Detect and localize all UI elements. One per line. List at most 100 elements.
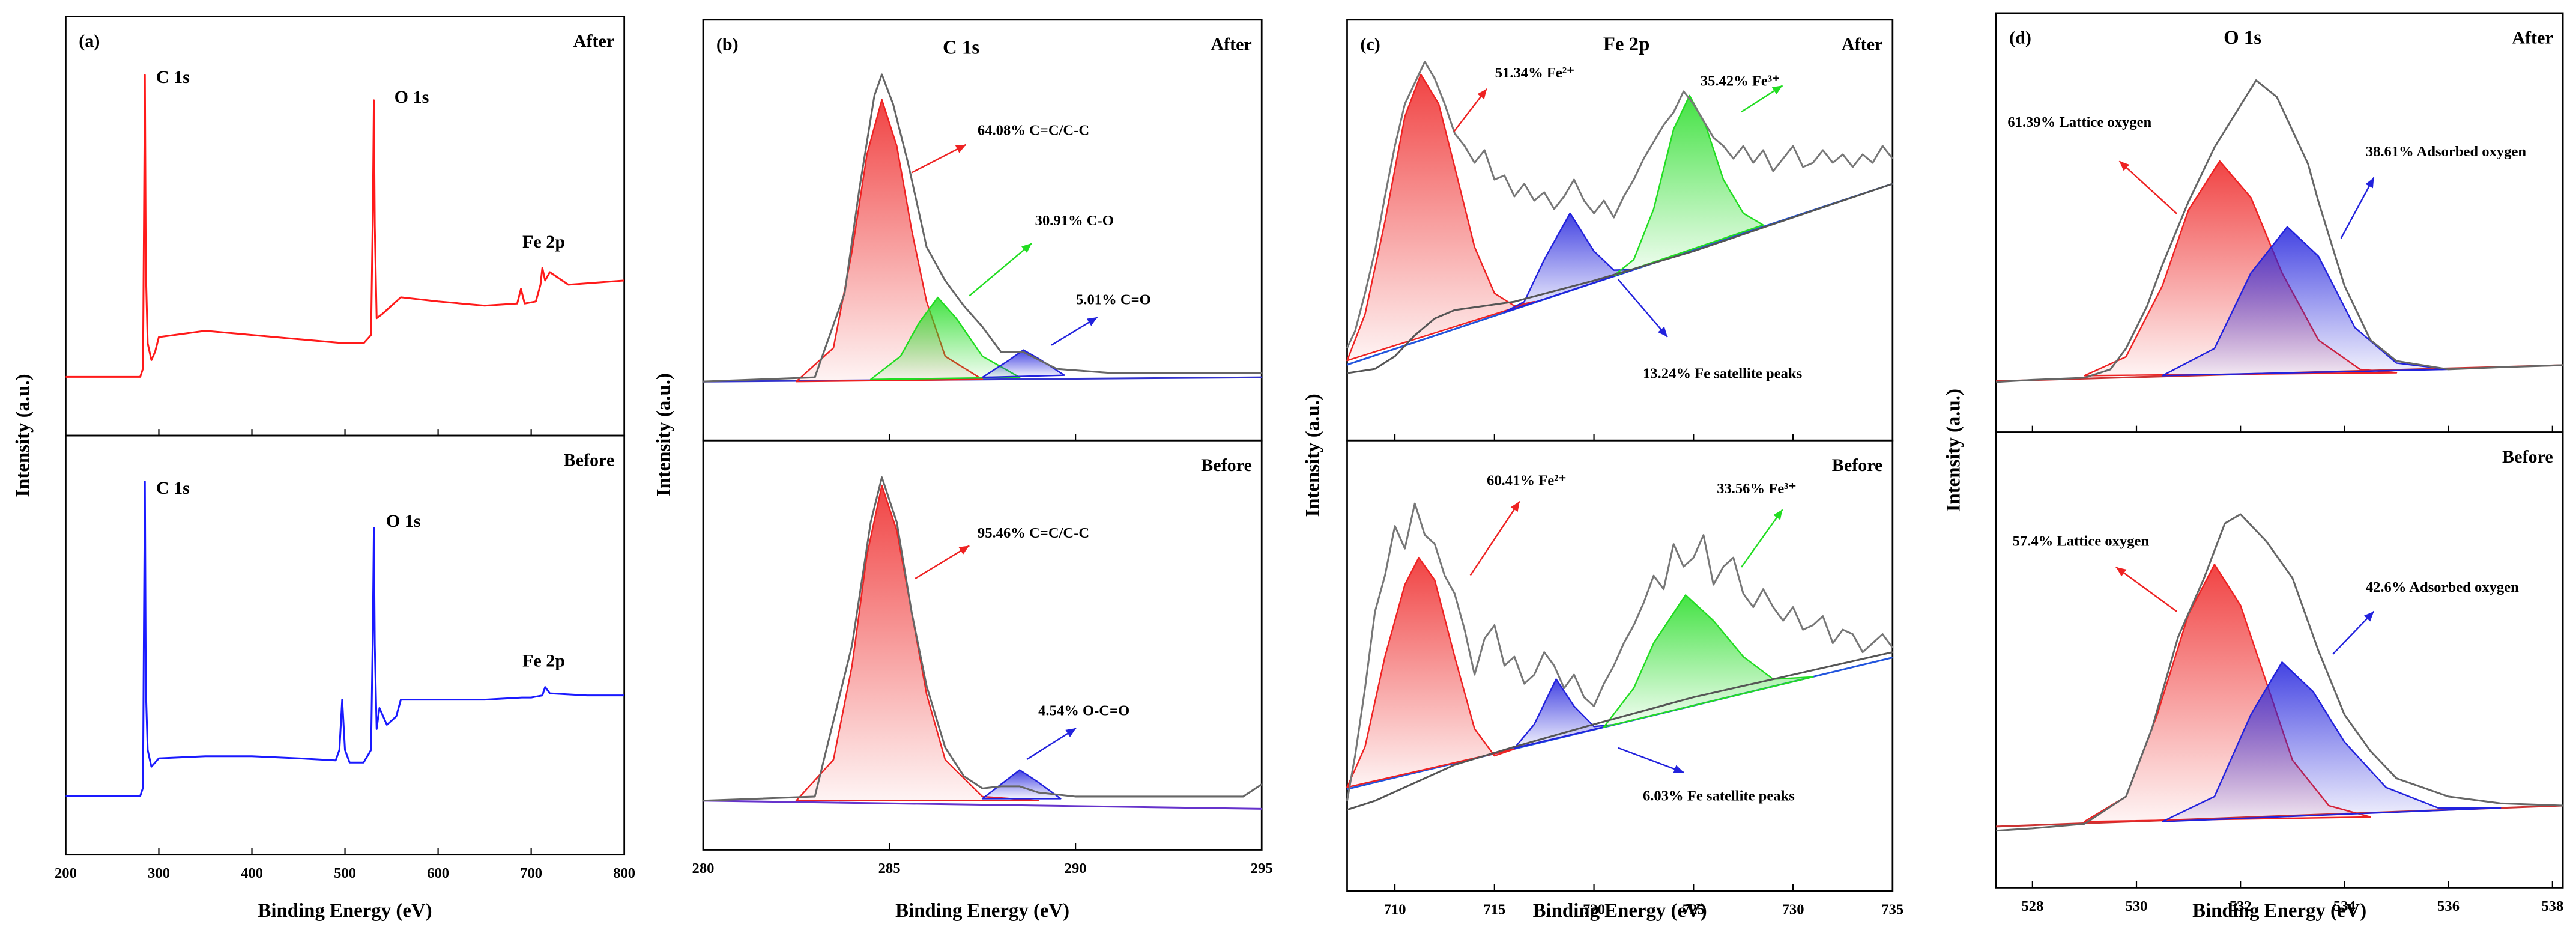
annotation: 30.91% C-O [1035, 213, 1114, 229]
annotation-arrow [1469, 500, 1520, 576]
annotation: 57.4% Lattice oxygen [2013, 533, 2150, 550]
annotation: 5.01% C=O [1076, 291, 1151, 308]
arrow-head [958, 545, 970, 555]
spectrum-line [703, 73, 1262, 383]
subplot-label: After [2512, 28, 2553, 48]
arrow-head [1773, 509, 1783, 520]
annotation: 6.03% Fe satellite peaks [1643, 788, 1795, 804]
x-tick-label: 290 [1065, 860, 1087, 877]
subplot-label: Before [564, 450, 615, 470]
x-tick-label: 538 [2541, 898, 2563, 914]
peak-area [981, 349, 1065, 378]
x-tick-label: 534 [2333, 898, 2356, 914]
panel-label: (b) [716, 34, 739, 55]
x-tick-label: 528 [2021, 898, 2043, 914]
arrow-head [955, 144, 966, 153]
x-tick-label: 800 [613, 865, 635, 881]
subplot-label: Before [1832, 455, 1883, 475]
subplot-frame [65, 434, 626, 856]
peak-area [1504, 212, 1635, 313]
annotation-arrow [1618, 747, 1684, 774]
y-axis-label: Intensity (a.u.) [653, 373, 675, 496]
annotation-arrow [911, 144, 967, 174]
annotation: 60.41% Fe²⁺ [1487, 472, 1566, 488]
y-axis-label: Intensity (a.u.) [1302, 394, 1323, 517]
arrow-head [2365, 177, 2374, 189]
y-axis-label: Intensity (a.u.) [13, 374, 34, 497]
x-tick-label: 200 [55, 865, 77, 881]
x-tick-label: 280 [692, 860, 715, 877]
x-tick-label: 715 [1483, 901, 1505, 917]
spectrum-line [1346, 502, 1894, 801]
chart-title: Fe 2p [1603, 34, 1650, 55]
annotation: 51.34% Fe²⁺ [1495, 65, 1574, 81]
annotation: 13.24% Fe satellite peaks [1643, 365, 1802, 381]
annotation: 95.46% C=C/C-C [978, 525, 1089, 541]
x-tick-label: 400 [241, 865, 263, 881]
annotation: 35.42% Fe³⁺ [1701, 73, 1780, 89]
arrow-head [2363, 611, 2374, 622]
annotation-arrow [2332, 610, 2375, 655]
annotation-arrow [915, 545, 970, 580]
subplot-frame [1346, 439, 1894, 892]
subplot-label: Before [1201, 455, 1252, 475]
annotation: 38.61% Adsorbed oxygen [2366, 144, 2527, 160]
peak-area [2162, 661, 2502, 822]
annotation: O 1s [395, 87, 429, 107]
peak-area [1346, 73, 1535, 362]
y-axis-label: Intensity (a.u.) [1943, 389, 1964, 512]
arrow-head [2115, 567, 2127, 577]
arrow-head [1771, 85, 1783, 95]
annotation: C 1s [156, 478, 190, 498]
x-tick-label: 295 [1251, 860, 1273, 877]
subplot-label: Before [2502, 446, 2553, 467]
x-axis-label: Binding Energy (eV) [258, 900, 432, 922]
panel-label: (d) [2009, 28, 2031, 48]
annotation-arrow [1617, 279, 1668, 338]
arrow-head [1477, 88, 1487, 100]
annotation-arrow [2118, 160, 2177, 214]
spectrum-line [1996, 513, 2563, 832]
annotation-arrow [969, 242, 1032, 297]
subplot-frame [702, 439, 1263, 851]
panel-label: (a) [79, 31, 100, 51]
spectrum-line [703, 476, 1263, 802]
annotation: C 1s [156, 67, 190, 87]
peak-area [1603, 594, 1814, 728]
x-tick-label: 720 [1583, 901, 1605, 917]
arrow-head [1065, 728, 1077, 737]
subplot-frame [1995, 431, 2564, 889]
arrow-head [1086, 317, 1098, 326]
spectrum-line [1347, 651, 1893, 811]
annotation-arrow [2340, 177, 2375, 239]
spectrum-line [1996, 79, 2563, 383]
subplot-label: After [1842, 34, 1882, 55]
x-axis-label: Binding Energy (eV) [2192, 900, 2366, 922]
annotation: Fe 2p [522, 231, 565, 252]
x-tick-label: 300 [148, 865, 170, 881]
x-tick-label: 735 [1881, 901, 1903, 917]
annotation: 4.54% O-C=O [1038, 702, 1129, 719]
chart-title: C 1s [943, 37, 979, 59]
x-axis-label: Binding Energy (eV) [1533, 900, 1707, 922]
x-tick-label: 500 [334, 865, 356, 881]
arrow-head [1510, 501, 1520, 512]
annotation: O 1s [386, 511, 421, 531]
subplot-label: After [573, 31, 614, 51]
spectrum-line [1346, 61, 1894, 348]
x-tick-label: 600 [427, 865, 449, 881]
spectrum-line [1347, 183, 1893, 374]
x-tick-label: 730 [1782, 901, 1804, 917]
x-tick-label: 700 [520, 865, 542, 881]
subplot-frame [65, 15, 626, 437]
peak-area [1346, 556, 1516, 788]
x-tick-label: 532 [2230, 898, 2252, 914]
annotation: 61.39% Lattice oxygen [2007, 114, 2151, 130]
x-tick-label: 725 [1683, 901, 1705, 917]
arrow-head [1021, 243, 1032, 253]
arrow-head [1673, 765, 1684, 773]
annotation: 64.08% C=C/C-C [978, 123, 1089, 139]
arrow-head [2119, 161, 2130, 171]
